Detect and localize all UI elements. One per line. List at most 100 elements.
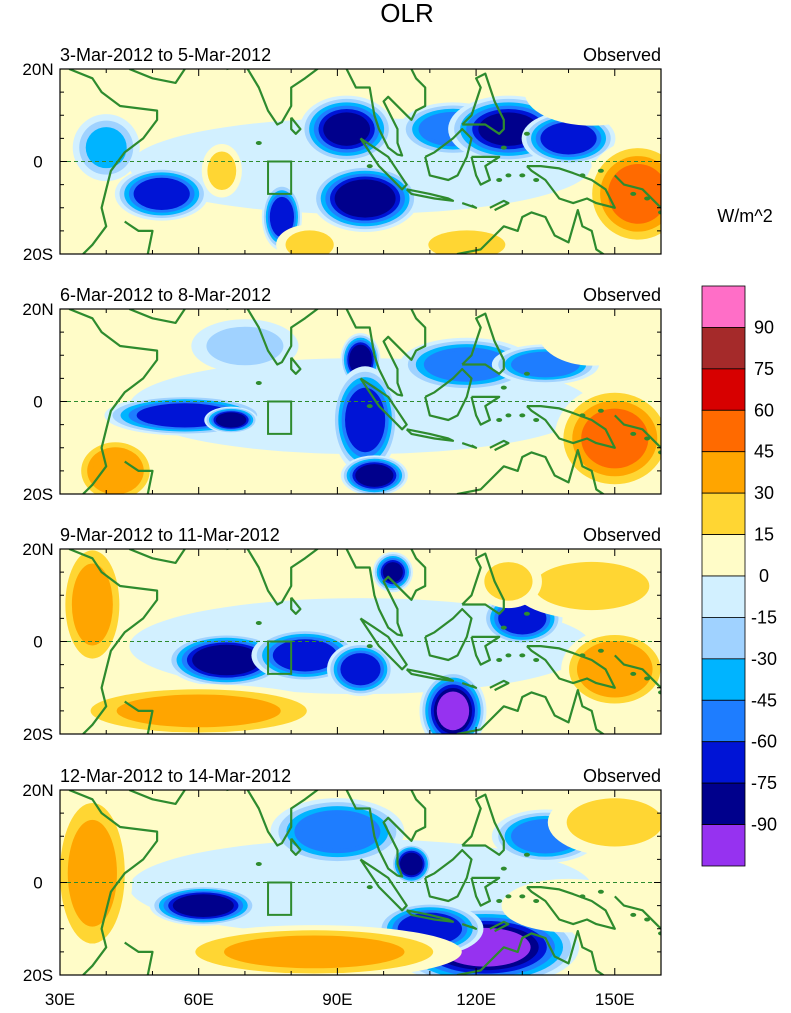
panel-label: Observed [583, 525, 661, 545]
coastline [470, 635, 501, 666]
coastline [290, 116, 302, 135]
anomaly-contour [520, 886, 617, 925]
x-tick-label: 150E [595, 990, 635, 1009]
anomaly-contour [271, 200, 292, 234]
coastline [226, 69, 320, 126]
island [644, 436, 651, 441]
coastline [526, 886, 616, 930]
y-tick-label: 20N [22, 781, 53, 800]
coastline [359, 377, 408, 431]
coastline [424, 608, 473, 662]
x-tick-label: 120E [456, 990, 496, 1009]
colorbar-label: -30 [751, 649, 777, 669]
island [255, 862, 262, 866]
colorbar-swatch [701, 451, 746, 494]
island [579, 894, 586, 899]
island [366, 404, 373, 409]
coastline [424, 368, 473, 422]
coastline [476, 46, 485, 60]
coastline [456, 449, 606, 494]
colorbar: 90 75 60 45 30 15 0 -15 -30 -45 -60 -75 -90 [701, 285, 777, 867]
coastline [68, 790, 159, 975]
olr-field [60, 549, 661, 734]
coastline [124, 700, 154, 734]
island [505, 894, 512, 899]
coastline [526, 645, 616, 689]
island [505, 653, 512, 658]
olr-field [60, 790, 661, 975]
colorbar-swatch [701, 534, 746, 577]
anomaly-contour [343, 655, 378, 683]
panel-label: Observed [583, 766, 661, 786]
index-box [267, 160, 293, 195]
coastline [461, 923, 478, 930]
coastline [405, 909, 455, 923]
anomaly-contour [138, 180, 186, 208]
island [630, 191, 637, 196]
coastline [68, 549, 159, 734]
anomaly-contour [71, 563, 113, 646]
colorbar-swatch [701, 492, 746, 535]
coastline [456, 689, 606, 734]
y-tick-label: 20S [23, 966, 53, 985]
coastline [424, 128, 473, 182]
anomaly-contour [285, 230, 334, 254]
y-tick-label: 20S [23, 725, 53, 744]
coastline [345, 69, 427, 157]
coastline [470, 876, 501, 907]
coastline [470, 395, 501, 426]
olr-field [60, 309, 661, 494]
coastline [345, 549, 427, 637]
island [597, 408, 604, 413]
coastline [456, 209, 606, 254]
coastline [290, 837, 302, 856]
island [658, 690, 661, 695]
island [366, 644, 373, 649]
colorbar-label: -75 [751, 773, 777, 793]
y-tick-label: 20S [23, 485, 53, 504]
colorbar-swatch [701, 327, 746, 370]
anomaly-contour [428, 230, 506, 254]
anomaly-contour [339, 182, 392, 215]
coastline [124, 941, 154, 975]
coastline [614, 414, 661, 449]
island [630, 671, 637, 676]
anomaly-contour [348, 393, 382, 447]
olr-field [60, 46, 661, 254]
anomaly-contour [206, 326, 284, 366]
anomaly-contour [484, 562, 533, 601]
island [496, 178, 503, 182]
island [255, 141, 262, 145]
coastline [405, 668, 455, 682]
colorbar-label: 0 [759, 566, 769, 586]
coastline [461, 312, 505, 375]
panel-date-range: 12-Mar-2012 to 14-Mar-2012 [60, 766, 291, 786]
coastline [489, 439, 510, 452]
colorbar-swatch [701, 368, 746, 411]
anomaly-contour [93, 452, 138, 490]
island [597, 168, 604, 173]
island [500, 385, 507, 390]
island [630, 912, 637, 917]
coastline [614, 654, 661, 689]
island [496, 658, 503, 662]
island [519, 413, 526, 418]
coastline [461, 793, 505, 856]
coastline [359, 137, 408, 191]
island [366, 164, 373, 169]
island [496, 418, 503, 422]
y-tick-label: 0 [33, 874, 42, 893]
colorbar-swatch [701, 699, 746, 743]
anomaly-contour [218, 413, 244, 427]
coastline [470, 155, 501, 186]
island [523, 611, 530, 616]
island [519, 173, 526, 178]
x-tick-label: 30E [45, 990, 75, 1009]
coastline [461, 682, 478, 689]
island [658, 210, 661, 215]
y-tick-label: 20N [22, 540, 53, 559]
anomaly-contour [67, 819, 117, 927]
island [500, 145, 507, 150]
